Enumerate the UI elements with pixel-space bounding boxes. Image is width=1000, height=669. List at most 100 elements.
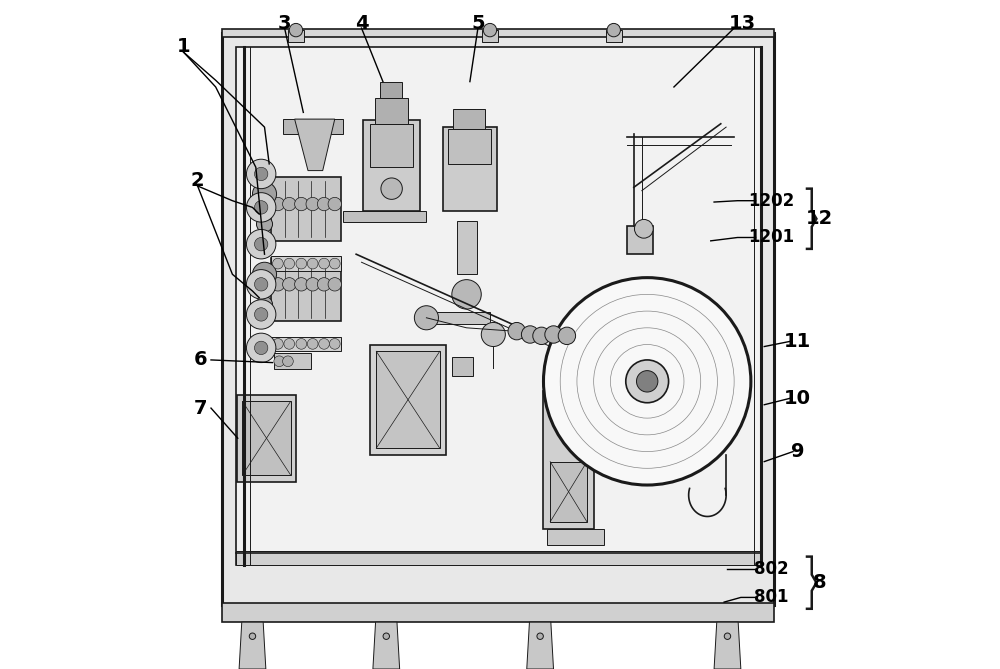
Bar (236, 551, 761, 565)
Circle shape (537, 633, 543, 640)
Circle shape (636, 371, 658, 392)
Bar (271, 256, 341, 271)
Bar (222, 603, 774, 622)
Circle shape (607, 23, 620, 37)
Bar (448, 129, 491, 164)
Circle shape (295, 197, 308, 211)
Circle shape (481, 322, 505, 347)
Circle shape (626, 360, 669, 403)
Bar (375, 98, 408, 124)
Circle shape (483, 23, 497, 37)
Circle shape (254, 201, 268, 214)
Circle shape (256, 216, 273, 232)
Bar (547, 529, 604, 545)
Text: 9: 9 (791, 442, 804, 461)
Circle shape (328, 278, 341, 291)
Circle shape (256, 296, 273, 312)
Circle shape (533, 327, 550, 345)
Circle shape (284, 339, 295, 349)
Bar (430, 312, 490, 324)
Bar (370, 345, 446, 455)
Circle shape (246, 300, 276, 329)
Circle shape (295, 278, 308, 291)
Bar (376, 351, 440, 448)
Circle shape (271, 278, 285, 291)
Bar (363, 120, 420, 211)
Circle shape (521, 326, 539, 343)
Circle shape (328, 197, 341, 211)
Circle shape (252, 262, 277, 286)
Circle shape (634, 219, 653, 238)
Polygon shape (373, 622, 400, 669)
Circle shape (383, 633, 389, 640)
Circle shape (254, 167, 268, 181)
Text: 2: 2 (191, 171, 204, 190)
Circle shape (246, 159, 276, 189)
Text: 7: 7 (194, 399, 207, 417)
Text: 5: 5 (471, 14, 485, 33)
Circle shape (273, 258, 283, 269)
Circle shape (284, 258, 295, 269)
Circle shape (254, 237, 268, 251)
Text: 10: 10 (784, 389, 811, 407)
Bar (271, 177, 341, 241)
Circle shape (254, 341, 268, 355)
Circle shape (246, 229, 276, 259)
Bar (550, 462, 587, 522)
Circle shape (319, 258, 329, 269)
Text: 802: 802 (754, 560, 788, 577)
Circle shape (254, 278, 268, 291)
Bar (457, 221, 477, 274)
Circle shape (317, 278, 331, 291)
Circle shape (249, 633, 256, 640)
Text: 1: 1 (177, 37, 190, 56)
Text: 12: 12 (806, 209, 833, 228)
Bar (222, 29, 774, 37)
Circle shape (543, 278, 751, 485)
Bar (380, 82, 402, 98)
Circle shape (508, 322, 525, 340)
Circle shape (545, 326, 562, 343)
Polygon shape (295, 119, 335, 171)
Circle shape (273, 339, 283, 349)
Bar (222, 33, 774, 605)
Bar (288, 30, 304, 42)
Bar (237, 395, 296, 482)
Bar (482, 30, 498, 42)
Circle shape (452, 280, 481, 309)
Text: 3: 3 (278, 14, 291, 33)
Circle shape (246, 193, 276, 222)
Circle shape (289, 23, 303, 37)
Text: 1202: 1202 (748, 192, 794, 209)
Polygon shape (714, 622, 741, 669)
Bar (271, 258, 341, 321)
Circle shape (274, 356, 285, 367)
Text: 13: 13 (729, 14, 756, 33)
Bar (627, 226, 653, 254)
Polygon shape (239, 622, 266, 669)
Circle shape (246, 333, 276, 363)
Circle shape (271, 197, 285, 211)
Bar (606, 30, 622, 42)
Text: 4: 4 (355, 14, 368, 33)
Circle shape (307, 339, 318, 349)
Circle shape (306, 278, 319, 291)
Circle shape (252, 182, 277, 206)
Bar (274, 353, 311, 369)
Text: 801: 801 (754, 589, 788, 606)
Bar (236, 47, 761, 565)
Bar (370, 124, 413, 167)
Circle shape (317, 197, 331, 211)
Bar (453, 109, 485, 129)
Bar (343, 211, 426, 222)
Circle shape (329, 258, 340, 269)
Text: 6: 6 (193, 351, 207, 369)
Circle shape (246, 270, 276, 299)
Circle shape (329, 339, 340, 349)
Circle shape (319, 339, 329, 349)
Bar (543, 391, 594, 529)
Circle shape (283, 278, 296, 291)
Bar (443, 127, 497, 211)
Bar (271, 337, 341, 351)
Circle shape (381, 178, 402, 199)
